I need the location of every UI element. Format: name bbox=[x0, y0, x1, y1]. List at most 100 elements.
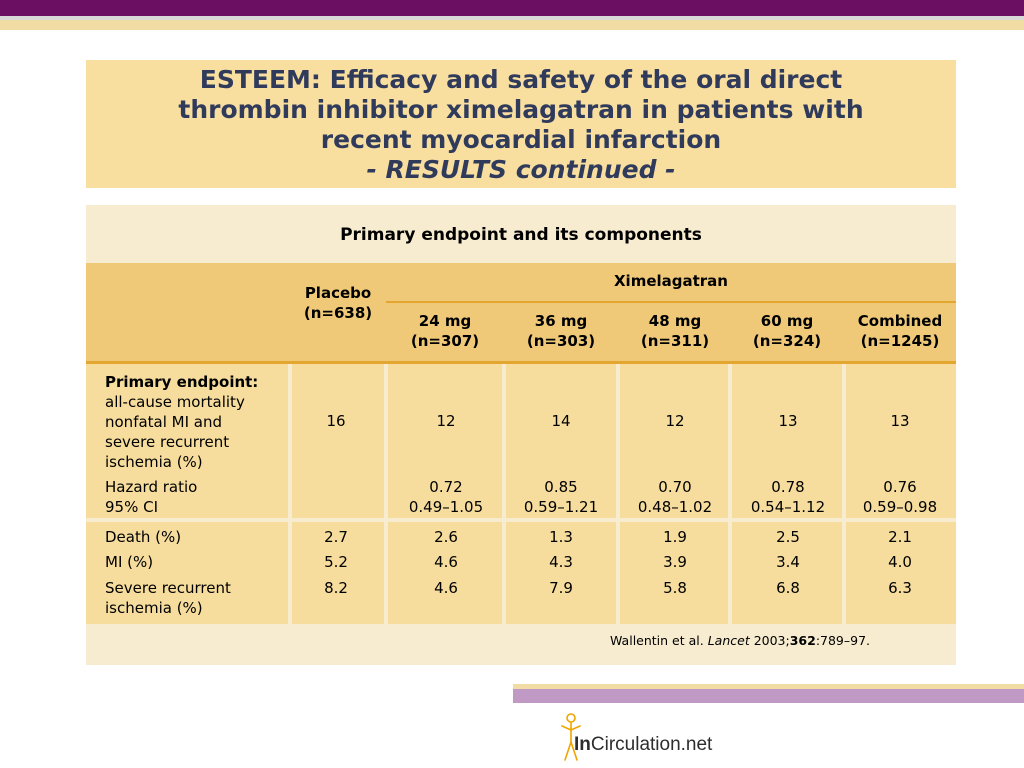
header-placebo-label: Placebo bbox=[304, 284, 372, 302]
death-placebo: 2.7 bbox=[324, 528, 348, 546]
header-n: (n=303) bbox=[526, 332, 596, 350]
bottom-purple-bar bbox=[513, 689, 1024, 703]
column-divider bbox=[842, 364, 846, 624]
ximelagatran-underline bbox=[386, 301, 956, 303]
primary-endpoint-bold: Primary endpoint: bbox=[105, 373, 259, 391]
logo-rest: Circulation.net bbox=[590, 734, 713, 755]
header-ximelagatran: Ximelagatran bbox=[613, 272, 728, 290]
title-line-2: thrombin inhibitor ximelagatran in patie… bbox=[178, 95, 864, 124]
header-placebo-n: (n=638) bbox=[303, 304, 373, 322]
mi-24mg: 4.6 bbox=[434, 553, 458, 571]
ischemia-label-line2: ischemia (%) bbox=[105, 599, 203, 617]
column-divider bbox=[384, 364, 388, 624]
header-rule bbox=[86, 361, 956, 364]
slide-title: ESTEEM: Efficacy and safety of the oral … bbox=[86, 60, 956, 188]
table-body bbox=[86, 364, 956, 624]
primary-24mg: 12 bbox=[436, 412, 456, 430]
header-24mg: 24 mg (n=307) bbox=[390, 311, 500, 351]
ischemia-24mg: 4.6 bbox=[434, 579, 458, 597]
header-dose: Combined bbox=[857, 312, 943, 330]
ischemia-placebo: 8.2 bbox=[324, 579, 348, 597]
primary-60mg: 13 bbox=[778, 412, 798, 430]
column-divider bbox=[288, 364, 292, 624]
ischemia-60mg: 6.8 bbox=[776, 579, 800, 597]
mi-48mg: 3.9 bbox=[663, 553, 687, 571]
primary-36mg: 14 bbox=[551, 412, 571, 430]
primary-placebo: 16 bbox=[326, 412, 346, 430]
table-header bbox=[86, 263, 956, 363]
header-36mg: 36 mg (n=303) bbox=[506, 311, 616, 351]
citation: Wallentin et al. Lancet 2003;362:789–97. bbox=[610, 633, 870, 648]
header-n: (n=324) bbox=[752, 332, 822, 350]
logo-in: In bbox=[574, 734, 591, 755]
hazard-36mg: 0.85 0.59–1.21 bbox=[506, 477, 616, 517]
primary-combined: 13 bbox=[890, 412, 910, 430]
hazard-48mg: 0.70 0.48–1.02 bbox=[620, 477, 730, 517]
column-divider bbox=[502, 364, 506, 624]
header-dose: 60 mg bbox=[760, 312, 814, 330]
label-line: nonfatal MI and bbox=[105, 413, 223, 431]
header-n: (n=307) bbox=[410, 332, 480, 350]
label-line: ischemia (%) bbox=[105, 453, 203, 471]
table-caption: Primary endpoint and its components bbox=[340, 225, 702, 245]
ischemia-combined: 6.3 bbox=[888, 579, 912, 597]
header-n: (n=311) bbox=[640, 332, 710, 350]
death-label: Death (%) bbox=[105, 528, 182, 546]
death-combined: 2.1 bbox=[888, 528, 912, 546]
citation-pages: :789–97. bbox=[815, 633, 871, 648]
person-icon bbox=[561, 713, 581, 761]
title-line-3: recent myocardial infarction bbox=[320, 125, 722, 154]
header-combined: Combined (n=1245) bbox=[844, 311, 956, 351]
header-60mg: 60 mg (n=324) bbox=[732, 311, 842, 351]
hazard-60mg: 0.78 0.54–1.12 bbox=[733, 477, 843, 517]
ischemia-36mg: 7.9 bbox=[549, 579, 573, 597]
hazard-label: Hazard ratio bbox=[105, 478, 198, 496]
title-line-1: ESTEEM: Efficacy and safety of the oral … bbox=[199, 65, 843, 94]
top-purple-bar bbox=[0, 0, 1024, 16]
header-dose: 48 mg bbox=[648, 312, 702, 330]
incirculation-logo: InCirculation.net bbox=[556, 712, 756, 764]
hazard-24mg: 0.72 0.49–1.05 bbox=[391, 477, 501, 517]
primary-48mg: 12 bbox=[665, 412, 685, 430]
ischemia-48mg: 5.8 bbox=[663, 579, 687, 597]
death-24mg: 2.6 bbox=[434, 528, 458, 546]
ci-value: 0.59–0.98 bbox=[862, 498, 938, 516]
header-placebo: Placebo (n=638) bbox=[290, 283, 386, 323]
title-results: - RESULTS continued - bbox=[366, 155, 676, 184]
hazard-ratio-value: 0.70 bbox=[658, 478, 692, 496]
death-48mg: 1.9 bbox=[663, 528, 687, 546]
ci-value: 0.54–1.12 bbox=[750, 498, 826, 516]
citation-journal: Lancet bbox=[707, 633, 750, 648]
header-dose: 36 mg bbox=[534, 312, 588, 330]
ischemia-label-line1: Severe recurrent bbox=[105, 579, 231, 597]
label-line: all-cause mortality bbox=[105, 393, 245, 411]
mi-combined: 4.0 bbox=[888, 553, 912, 571]
logo-wordmark: InCirculation.net bbox=[574, 734, 712, 756]
citation-volume: 362 bbox=[789, 633, 816, 648]
header-dose: 24 mg bbox=[418, 312, 472, 330]
mi-36mg: 4.3 bbox=[549, 553, 573, 571]
hazard-ratio-value: 0.78 bbox=[771, 478, 805, 496]
mi-60mg: 3.4 bbox=[776, 553, 800, 571]
hazard-ratio-value: 0.76 bbox=[883, 478, 917, 496]
top-cream-bar bbox=[0, 20, 1024, 30]
ci-value: 0.49–1.05 bbox=[408, 498, 484, 516]
ci-label: 95% CI bbox=[105, 498, 159, 516]
mi-label: MI (%) bbox=[105, 553, 154, 571]
results-table: Primary endpoint and its components Plac… bbox=[86, 205, 956, 665]
citation-year: 2003; bbox=[749, 633, 790, 648]
hazard-combined: 0.76 0.59–0.98 bbox=[845, 477, 955, 517]
hazard-ratio-label: Hazard ratio 95% CI bbox=[105, 477, 197, 517]
header-48mg: 48 mg (n=311) bbox=[620, 311, 730, 351]
death-36mg: 1.3 bbox=[549, 528, 573, 546]
primary-endpoint-label: Primary endpoint: all-cause mortality no… bbox=[105, 372, 258, 472]
ischemia-label: Severe recurrent ischemia (%) bbox=[105, 578, 231, 618]
ci-value: 0.48–1.02 bbox=[637, 498, 713, 516]
row-separator bbox=[86, 518, 956, 522]
top-grey-bar bbox=[0, 16, 1024, 20]
hazard-ratio-value: 0.72 bbox=[429, 478, 463, 496]
mi-placebo: 5.2 bbox=[324, 553, 348, 571]
column-divider bbox=[728, 364, 732, 624]
header-n: (n=1245) bbox=[860, 332, 940, 350]
column-divider bbox=[616, 364, 620, 624]
